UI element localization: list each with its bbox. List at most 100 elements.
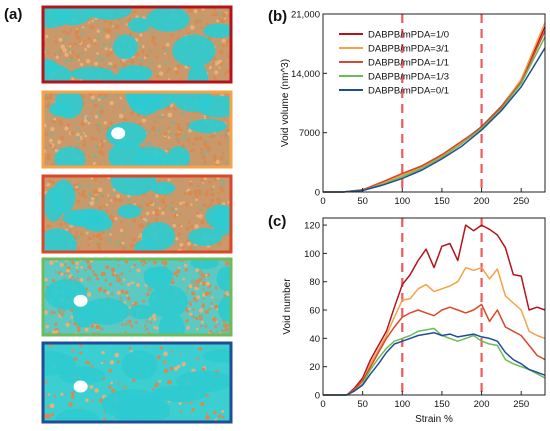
polymer-bead xyxy=(225,39,230,44)
polymer-bead xyxy=(200,220,205,225)
polymer-bead xyxy=(99,326,104,331)
polymer-bead xyxy=(198,213,203,219)
polymer-bead xyxy=(155,55,159,58)
plot-frame xyxy=(322,217,546,396)
polymer-bead xyxy=(212,154,218,159)
polymer-bead xyxy=(150,31,154,34)
polymer-bead xyxy=(49,132,54,137)
polymer-bead xyxy=(103,139,106,143)
polymer-bead xyxy=(163,132,167,136)
polymer-bead xyxy=(149,50,153,54)
void-region xyxy=(54,408,101,422)
polymer-bead xyxy=(217,192,220,195)
polymer-bead xyxy=(161,211,165,215)
polymer-bead xyxy=(93,176,98,182)
polymer-bead xyxy=(218,17,221,21)
polymer-bead xyxy=(153,121,157,124)
polymer-bead xyxy=(134,52,140,57)
polymer-bead xyxy=(190,278,196,284)
polymer-bead xyxy=(53,117,57,121)
polymer-bead xyxy=(193,9,198,14)
void-volume-chart: 0 50 100 150 200 250 0 7000 14,000 21,000 Void vol… xyxy=(280,10,546,207)
polymer-bead xyxy=(109,100,114,106)
polymer-bead xyxy=(141,45,145,49)
snapshot-5 xyxy=(41,341,233,424)
polymer-bead xyxy=(198,277,202,282)
polymer-bead xyxy=(151,387,155,391)
polymer-bead xyxy=(74,30,79,36)
polymer-bead xyxy=(147,287,153,293)
polymer-bead xyxy=(95,274,98,277)
polymer-bead xyxy=(205,393,210,397)
y-tick-label: 21,000 xyxy=(291,10,320,21)
polymer-bead xyxy=(54,40,58,44)
polymer-bead xyxy=(70,28,73,31)
polymer-bead xyxy=(108,64,113,69)
polymer-bead xyxy=(103,121,108,125)
polymer-bead xyxy=(103,360,106,363)
polymer-bead xyxy=(96,52,99,55)
polymer-bead xyxy=(64,52,69,57)
y-tick-label: 40 xyxy=(309,334,320,345)
void-region xyxy=(188,118,227,134)
polymer-bead xyxy=(217,414,222,419)
polymer-bead xyxy=(97,114,102,118)
polymer-bead xyxy=(224,327,229,332)
polymer-bead xyxy=(165,42,170,47)
polymer-bead xyxy=(50,412,55,416)
polymer-bead xyxy=(107,228,112,233)
polymer-bead xyxy=(193,189,199,195)
polymer-bead xyxy=(187,241,191,246)
polymer-bead xyxy=(189,312,193,316)
polymer-bead xyxy=(57,140,62,145)
polymer-bead xyxy=(80,265,84,269)
polymer-bead xyxy=(119,60,123,63)
polymer-bead xyxy=(200,325,203,328)
polymer-bead xyxy=(87,264,92,269)
polymer-bead xyxy=(92,234,96,238)
polymer-bead xyxy=(124,323,128,326)
polymer-bead xyxy=(213,178,217,182)
polymer-bead xyxy=(128,32,132,36)
polymer-bead xyxy=(205,281,210,287)
polymer-bead xyxy=(97,247,101,251)
polymer-bead xyxy=(90,106,93,109)
polymer-bead xyxy=(71,275,75,279)
void-region xyxy=(117,204,142,219)
polymer-bead xyxy=(109,42,113,46)
polymer-bead xyxy=(171,207,175,211)
legend-label-1: DABPB/mPDA=1/0 xyxy=(368,30,449,41)
polymer-bead xyxy=(75,231,79,235)
polymer-bead xyxy=(122,385,127,390)
polymer-bead xyxy=(218,14,222,18)
polymer-bead xyxy=(171,349,175,353)
polymer-bead xyxy=(193,299,196,302)
polymer-bead xyxy=(110,292,115,296)
polymer-bead xyxy=(71,348,76,353)
polymer-bead xyxy=(221,410,225,413)
polymer-bead xyxy=(51,180,56,185)
polymer-bead xyxy=(46,404,51,409)
polymer-bead xyxy=(168,205,173,210)
polymer-bead xyxy=(60,44,65,50)
polymer-bead xyxy=(194,136,199,142)
polymer-bead xyxy=(126,282,131,287)
polymer-bead xyxy=(69,57,75,63)
polymer-bead xyxy=(138,45,143,49)
series-line-5 xyxy=(323,331,546,396)
polymer-bead xyxy=(179,242,184,247)
polymer-bead xyxy=(95,99,98,103)
polymer-bead xyxy=(45,324,49,329)
polymer-bead xyxy=(79,62,84,67)
polymer-bead xyxy=(198,270,204,275)
y-axis-label: Void volume (nm^3) xyxy=(280,59,291,147)
polymer-bead xyxy=(223,72,227,76)
polymer-bead xyxy=(161,47,165,51)
polymer-bead xyxy=(158,71,164,76)
polymer-bead xyxy=(102,289,107,293)
legend-label-2: DABPB/mPDA=3/1 xyxy=(368,44,449,55)
polymer-bead xyxy=(75,126,80,130)
polymer-bead xyxy=(131,12,134,15)
polymer-bead xyxy=(53,52,57,56)
